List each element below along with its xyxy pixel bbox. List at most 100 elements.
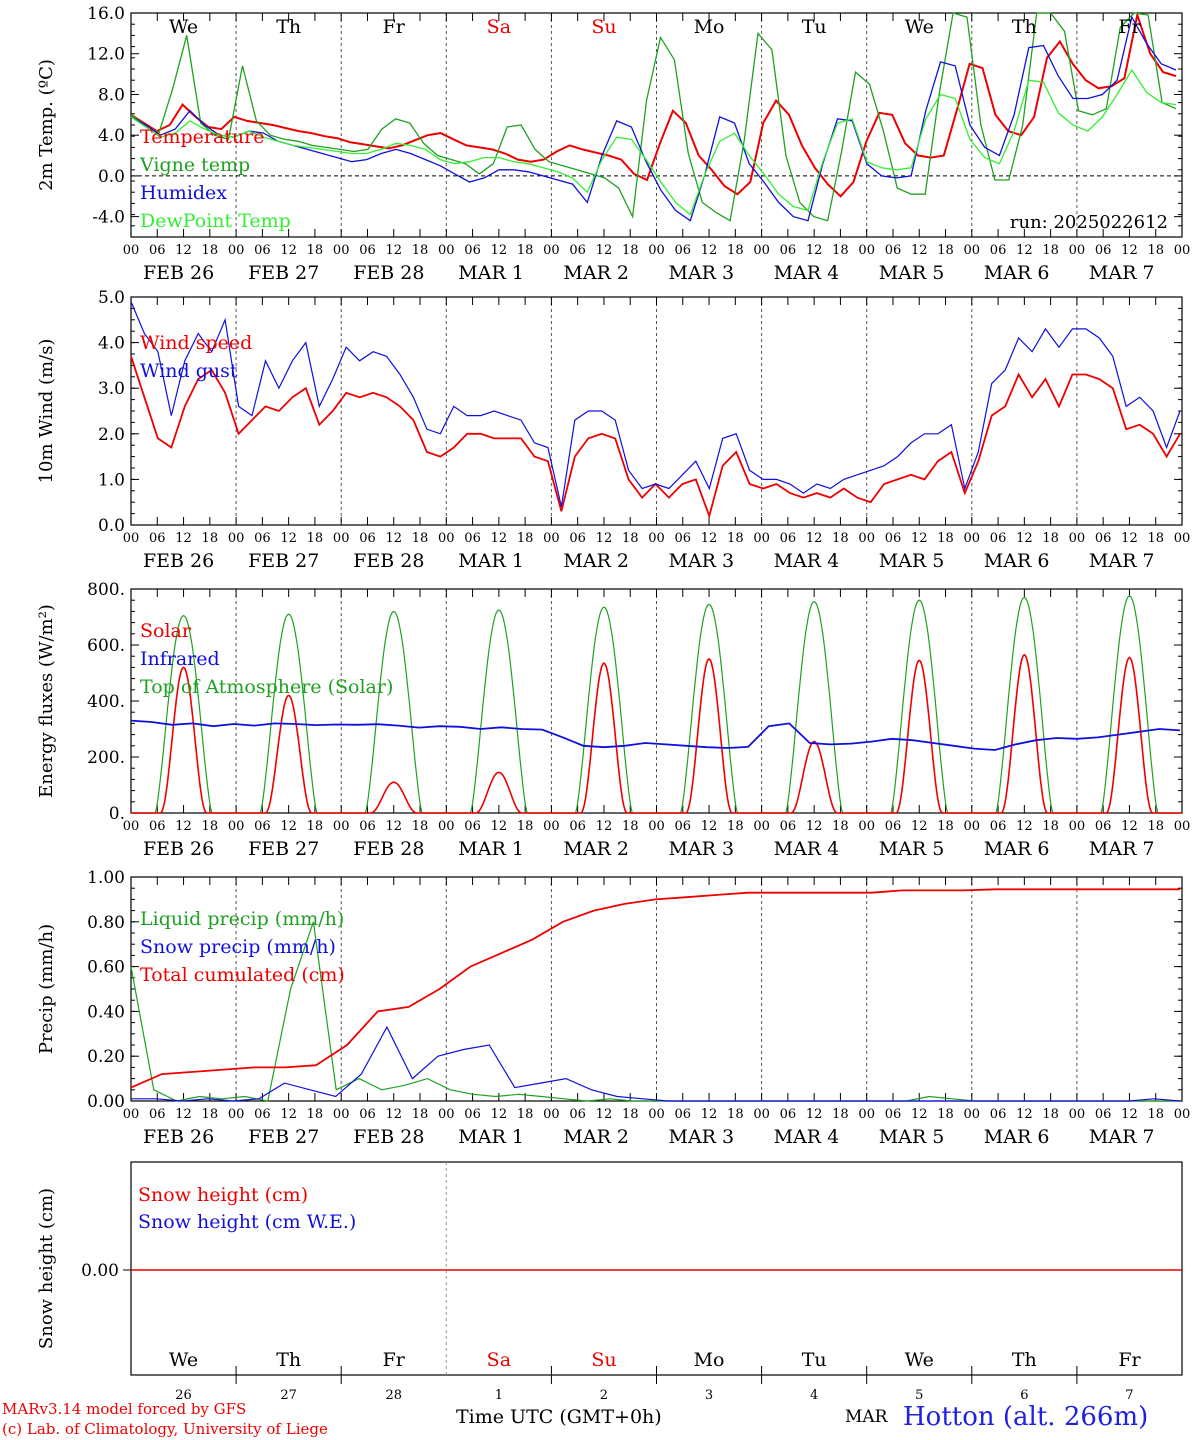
x-axis-title: Time UTC (GMT+0h): [456, 1406, 662, 1428]
y-axis-label: Precip (mm/h): [36, 924, 57, 1054]
month-label: MAR: [845, 1407, 888, 1427]
hour-tick-label: 12: [385, 819, 402, 834]
hour-tick-label: 12: [806, 1107, 823, 1122]
legend-entry: Top of Atmosphere (Solar): [140, 676, 393, 698]
y-tick-label: 16.0: [87, 4, 125, 24]
date-tick-label: MAR 2: [563, 550, 629, 572]
series-line-infrared: [130, 719, 1181, 751]
hour-tick-label: 00: [1174, 243, 1191, 258]
legend-entry: Solar: [140, 620, 192, 642]
y-tick-label: 1.0: [98, 470, 125, 490]
y-tick-label: -4.0: [92, 208, 125, 228]
hour-tick-label: 18: [727, 1107, 744, 1122]
hour-tick-label: 06: [675, 819, 692, 834]
day-number-label: 6: [1020, 1388, 1028, 1403]
day-name-label: Mo: [694, 1349, 725, 1371]
hour-tick-label: 18: [202, 531, 219, 546]
day-number-label: 27: [280, 1388, 297, 1403]
hour-tick-label: 00: [753, 819, 770, 834]
legend-entry: Total cumulated (cm): [140, 964, 345, 986]
hour-tick-label: 00: [333, 243, 350, 258]
hour-tick-label: 00: [333, 819, 350, 834]
hour-tick-label: 06: [359, 531, 376, 546]
hour-tick-label: 06: [359, 1107, 376, 1122]
hour-tick-label: 18: [202, 1107, 219, 1122]
hour-tick-label: 00: [648, 243, 665, 258]
hour-tick-label: 12: [701, 1107, 718, 1122]
date-tick-label: MAR 6: [984, 1126, 1050, 1148]
hour-tick-label: 00: [438, 531, 455, 546]
hour-tick-label: 18: [202, 243, 219, 258]
day-number-label: 26: [175, 1388, 192, 1403]
hour-tick-label: 18: [517, 243, 534, 258]
hour-tick-label: 00: [228, 1107, 245, 1122]
legend-entry: Wind gust: [140, 360, 238, 382]
hour-tick-label: 00: [964, 819, 981, 834]
series-line-wind-gust: [130, 301, 1181, 507]
hour-tick-label: 12: [280, 531, 297, 546]
hour-tick-label: 06: [780, 819, 797, 834]
hour-tick-label: 06: [254, 531, 271, 546]
legend-entry: Infrared: [140, 648, 220, 670]
station-name: Hotton (alt. 266m): [903, 1402, 1149, 1432]
hour-tick-label: 00: [753, 1107, 770, 1122]
hour-tick-label: 12: [385, 243, 402, 258]
hour-tick-label: 06: [1095, 243, 1112, 258]
hour-tick-label: 18: [622, 819, 639, 834]
date-tick-label: MAR 1: [458, 1126, 524, 1148]
hour-tick-label: 06: [254, 243, 271, 258]
hour-tick-label: 18: [202, 819, 219, 834]
hour-tick-label: 00: [858, 531, 875, 546]
hour-tick-label: 12: [701, 819, 718, 834]
hour-tick-label: 12: [1121, 819, 1138, 834]
hour-tick-label: 00: [543, 1107, 560, 1122]
hour-tick-label: 00: [543, 531, 560, 546]
date-tick-label: MAR 6: [984, 262, 1050, 284]
day-name-label: We: [169, 1349, 198, 1371]
hour-tick-label: 00: [1174, 1107, 1191, 1122]
hour-tick-label: 06: [569, 819, 586, 834]
date-tick-label: FEB 28: [353, 262, 424, 284]
hour-tick-label: 12: [806, 531, 823, 546]
hour-tick-label: 18: [1147, 819, 1164, 834]
hour-tick-label: 00: [1069, 243, 1086, 258]
date-tick-label: MAR 3: [669, 838, 735, 860]
y-tick-label: 2.0: [98, 425, 125, 445]
hour-tick-label: 06: [254, 1107, 271, 1122]
hour-tick-label: 00: [543, 819, 560, 834]
hour-tick-label: 12: [491, 243, 508, 258]
hour-tick-label: 18: [412, 531, 429, 546]
hour-tick-label: 12: [175, 1107, 192, 1122]
day-name-label: Su: [591, 1349, 616, 1371]
hour-tick-label: 18: [937, 531, 954, 546]
hour-tick-label: 12: [596, 243, 613, 258]
hour-tick-label: 18: [412, 819, 429, 834]
day-name-label: Mo: [694, 16, 725, 38]
date-tick-label: FEB 26: [143, 550, 214, 572]
hour-tick-label: 00: [858, 1107, 875, 1122]
hour-tick-label: 18: [1042, 243, 1059, 258]
date-tick-label: FEB 27: [248, 550, 319, 572]
hour-tick-label: 12: [1016, 243, 1033, 258]
date-tick-label: FEB 27: [248, 1126, 319, 1148]
hour-tick-label: 00: [333, 1107, 350, 1122]
hour-tick-label: 06: [990, 243, 1007, 258]
hour-tick-label: 00: [753, 531, 770, 546]
hour-tick-label: 06: [464, 531, 481, 546]
day-name-label: Th: [276, 1349, 301, 1371]
hour-tick-label: 00: [858, 819, 875, 834]
hour-tick-label: 06: [359, 243, 376, 258]
date-tick-label: MAR 3: [669, 262, 735, 284]
hour-tick-label: 18: [1147, 243, 1164, 258]
y-tick-label: 0.40: [87, 1002, 125, 1022]
hour-tick-label: 18: [1147, 1107, 1164, 1122]
hour-tick-label: 12: [806, 819, 823, 834]
day-name-label: Th: [1012, 16, 1037, 38]
series-line-wind-speed: [130, 356, 1181, 519]
hour-tick-label: 06: [990, 819, 1007, 834]
hour-tick-label: 12: [1016, 819, 1033, 834]
hour-tick-label: 12: [701, 531, 718, 546]
y-tick-label: 0.0: [98, 516, 125, 536]
y-tick-label: 8.0: [98, 85, 125, 105]
